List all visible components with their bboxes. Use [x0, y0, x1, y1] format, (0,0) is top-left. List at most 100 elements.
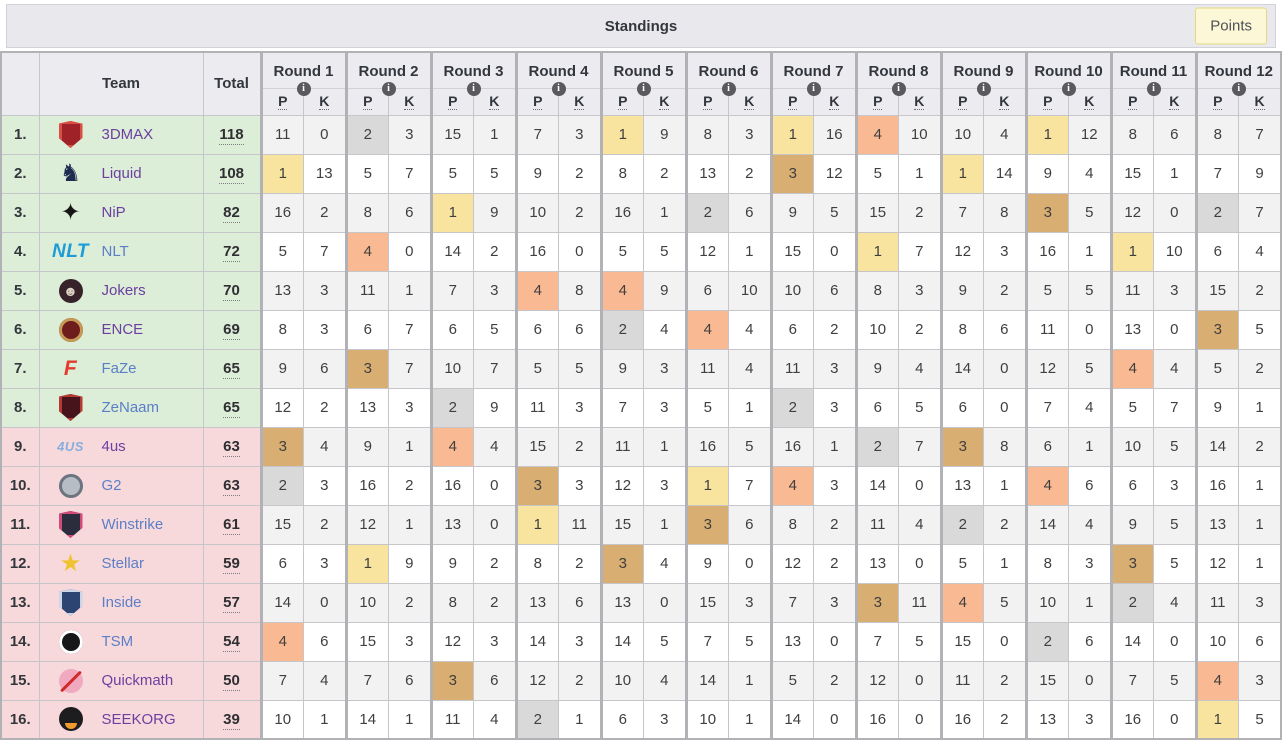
kills-value-cell: 11 — [898, 582, 942, 623]
placement-value-cell: 10 — [1109, 426, 1154, 467]
rank-cell: 7. — [0, 348, 40, 389]
placement-value-cell: 12 — [599, 465, 644, 506]
quickmath-logo[interactable] — [58, 668, 83, 693]
winstrike-logo[interactable] — [58, 511, 83, 538]
team-link[interactable]: Stellar — [101, 555, 145, 572]
kills-value-cell: 4 — [1153, 582, 1197, 623]
standings-row: 6. ENCE 69 8 3 6 7 6 5 6 6 2 4 4 4 6 2 10 2 8 6 11 0 13 0 3 5 — [0, 309, 1282, 350]
g2-logo[interactable] — [58, 473, 83, 498]
team-link[interactable]: TSM — [101, 633, 134, 650]
points-toggle-button[interactable]: Points — [1195, 7, 1267, 45]
kills-value-cell: 4 — [1068, 387, 1112, 428]
team-wrap: SEEKORG — [40, 707, 203, 732]
placement-value-cell: 2 — [769, 387, 814, 428]
info-icon[interactable]: i — [466, 81, 481, 96]
placement-value-cell: 10 — [1194, 621, 1239, 662]
placement-value-cell: 1 — [1109, 231, 1154, 272]
kills-value-cell: 1 — [1238, 465, 1282, 506]
team-link[interactable]: 4us — [101, 438, 126, 455]
ence-logo[interactable] — [58, 317, 83, 342]
placement-value-cell: 4 — [599, 270, 644, 311]
placement-value-cell: 7 — [259, 660, 304, 701]
kills-value-cell: 5 — [898, 621, 942, 662]
info-icon[interactable]: i — [551, 81, 566, 96]
placement-value-cell: 9 — [344, 426, 389, 467]
round-header-label: Round 4 — [528, 62, 589, 80]
kills-value-cell: 3 — [473, 621, 517, 662]
team-link[interactable]: Jokers — [101, 282, 146, 299]
kills-subheader-label: K — [1084, 92, 1095, 111]
seekorg-logo[interactable] — [58, 707, 83, 732]
team-link[interactable]: NLT — [101, 243, 129, 260]
kills-value-cell: 7 — [388, 153, 432, 194]
team-link[interactable]: 3DMAX — [101, 126, 154, 143]
team-link[interactable]: ZeNaam — [101, 399, 160, 416]
info-icon[interactable]: i — [721, 81, 736, 96]
team-wrap: NLT NLT — [40, 241, 203, 263]
kills-value-cell: 3 — [813, 348, 857, 389]
kills-value-cell: 2 — [813, 504, 857, 545]
total-value: 108 — [218, 165, 245, 184]
placement-value-cell: 9 — [1194, 387, 1239, 428]
kills-value-cell: 3 — [728, 582, 772, 623]
team-link[interactable]: Liquid — [101, 165, 142, 182]
team-logo-box: NLT — [40, 241, 102, 263]
team-logo-box: F — [40, 357, 102, 381]
info-icon[interactable]: i — [1146, 81, 1161, 96]
placement-value-cell: 1 — [599, 114, 644, 155]
stellar-logo[interactable]: ★ — [59, 549, 82, 577]
placement-value-cell: 4 — [344, 231, 389, 272]
team-link[interactable]: NiP — [101, 204, 126, 221]
placement-value-cell: 12 — [1194, 543, 1239, 584]
placement-value-cell: 5 — [514, 348, 559, 389]
kills-value-cell: 2 — [473, 582, 517, 623]
placement-value-cell: 15 — [1024, 660, 1069, 701]
rank-cell: 3. — [0, 192, 40, 233]
nlt-logo[interactable]: NLT — [51, 240, 90, 262]
zenaam-logo[interactable] — [58, 394, 83, 421]
info-icon[interactable]: i — [636, 81, 651, 96]
info-icon[interactable]: i — [381, 81, 396, 96]
info-icon[interactable]: i — [1061, 81, 1076, 96]
info-icon[interactable]: i — [976, 81, 991, 96]
team-link[interactable]: Winstrike — [101, 516, 164, 533]
kills-value-cell: 2 — [813, 309, 857, 350]
4us-logo[interactable]: 4US — [57, 439, 84, 454]
placement-value-cell: 13 — [684, 153, 729, 194]
tsm-logo[interactable] — [58, 629, 83, 654]
placement-value-cell: 15 — [854, 192, 899, 233]
team-link[interactable]: Inside — [101, 594, 142, 611]
inside-logo[interactable] — [58, 589, 83, 616]
nip-logo[interactable]: ✦ — [60, 198, 81, 226]
team-link[interactable]: FaZe — [101, 360, 137, 377]
team-link[interactable]: ENCE — [101, 321, 144, 338]
placement-value-cell: 1 — [1194, 699, 1239, 740]
placement-value-cell: 6 — [514, 309, 559, 350]
kills-subheader: K — [1238, 87, 1282, 116]
kills-value-cell: 5 — [983, 582, 1027, 623]
kills-value-cell: 1 — [983, 543, 1027, 584]
info-icon[interactable]: i — [1231, 81, 1246, 96]
team-link[interactable]: SEEKORG — [101, 710, 176, 728]
rank-cell: 9. — [0, 426, 40, 467]
placement-value-cell: 2 — [684, 192, 729, 233]
team-link[interactable]: Quickmath — [101, 672, 174, 689]
kills-value-cell: 5 — [1238, 309, 1282, 350]
kills-value-cell: 1 — [728, 387, 772, 428]
placement-value-cell: 1 — [684, 465, 729, 506]
kills-value-cell: 4 — [303, 426, 347, 467]
kills-value-cell: 4 — [303, 660, 347, 701]
kills-value-cell: 6 — [558, 582, 602, 623]
kills-value-cell: 5 — [643, 621, 687, 662]
faze-logo[interactable]: F — [63, 356, 78, 380]
info-icon[interactable]: i — [296, 81, 311, 96]
kills-value-cell: 3 — [303, 270, 347, 311]
liquid-logo[interactable]: ♞ — [59, 159, 82, 187]
info-icon[interactable]: i — [891, 81, 906, 96]
placement-value-cell: 9 — [1109, 504, 1154, 545]
team-link[interactable]: G2 — [101, 477, 122, 494]
jokers-logo[interactable]: ☻ — [58, 278, 83, 303]
info-icon[interactable]: i — [806, 81, 821, 96]
3dmax-logo[interactable] — [58, 121, 83, 148]
